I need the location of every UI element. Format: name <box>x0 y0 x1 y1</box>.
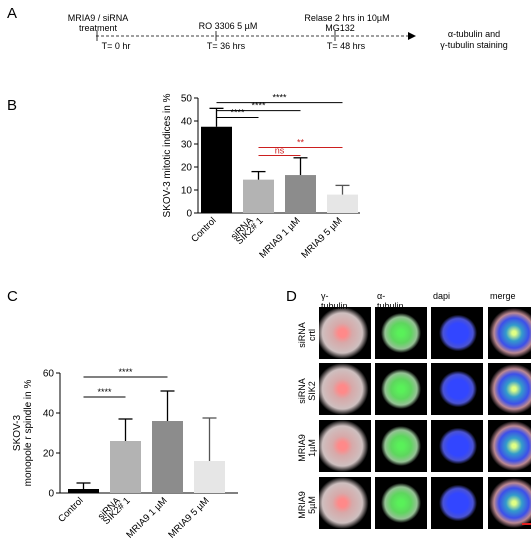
y-axis-title: SKOV-3 <box>12 415 23 452</box>
alpha-tubulin-image <box>375 477 427 529</box>
timeline-event-3-time: T= 48 hrs <box>327 41 366 51</box>
micrograph-column-header: γ-tubulin <box>321 291 348 311</box>
bar <box>243 179 274 213</box>
micrograph-row-label: MRIA9 1µM <box>297 434 317 462</box>
timeline-end-label-1: α-tubulin and <box>448 29 500 39</box>
merge-image <box>488 477 531 529</box>
y-axis-title: SKOV-3 mitotic indices in % <box>162 93 173 217</box>
bar <box>201 126 232 213</box>
y-tick-label: 40 <box>181 117 193 128</box>
micrograph-row-label: siRNA crtl <box>297 322 317 348</box>
timeline-event-2-top: RO 3306 5 µM <box>199 21 258 31</box>
y-tick-label: 60 <box>43 369 55 380</box>
micrograph-column-header: α-tubulin <box>377 291 404 311</box>
significance-label: ** <box>297 137 305 147</box>
timeline-arrowhead <box>408 32 416 40</box>
alpha-tubulin-image <box>375 307 427 359</box>
panel-label-c: C <box>7 288 18 305</box>
panel-label-a: A <box>7 5 18 22</box>
x-tick-label: Control <box>189 215 218 244</box>
y-tick-label: 20 <box>181 163 193 174</box>
dapi-image <box>431 307 483 359</box>
y-axis-title: monopole r spindle in % <box>23 380 34 487</box>
bar <box>152 421 183 493</box>
bar <box>285 175 316 213</box>
gamma-tubulin-image <box>319 307 371 359</box>
significance-label: **** <box>97 387 112 397</box>
y-tick-label: 30 <box>181 140 193 151</box>
significance-label: **** <box>230 108 245 118</box>
micrograph-column-header: merge <box>490 291 516 301</box>
y-tick-label: 10 <box>181 186 193 197</box>
timeline-event-3-top: Relase 2 hrs in 10µM <box>304 13 389 23</box>
x-tick-label: MRIA9 5 µM <box>299 215 344 260</box>
y-tick-label: 0 <box>48 489 54 500</box>
y-tick-label: 50 <box>181 94 193 105</box>
x-tick-label: MRIA9 5 µM <box>166 495 211 540</box>
chart-mitotic-indices: 0 10 20 30 40 50 SKOV-3 mitotic indices in % Co… <box>162 93 360 261</box>
timeline-event-2-time: T= 36 hrs <box>207 41 246 51</box>
significance-label: ns <box>275 146 285 156</box>
y-tick-label: 20 <box>43 449 55 460</box>
timeline-event-1-time: T= 0 hr <box>102 41 131 51</box>
dapi-image <box>431 477 483 529</box>
timeline-panel: MRIA9 / siRNA treatment T= 0 hr RO 3306 … <box>68 13 508 51</box>
timeline-event-1-top: MRIA9 / siRNA <box>68 13 129 23</box>
merge-image <box>488 420 531 472</box>
timeline-event-3-top2: MG132 <box>325 23 355 33</box>
merge-image <box>488 363 531 415</box>
y-tick-label: 40 <box>43 409 55 420</box>
bar <box>327 194 358 213</box>
merge-image <box>488 307 531 359</box>
bar <box>110 441 141 493</box>
alpha-tubulin-image <box>375 363 427 415</box>
y-tick-label: 0 <box>186 209 192 220</box>
gamma-tubulin-image <box>319 477 371 529</box>
bar <box>194 461 225 493</box>
significance-label: **** <box>251 101 266 111</box>
chart-monopolar-spindle: 0 20 40 60 SKOV-3 monopole r spindle in % Cont… <box>12 367 238 541</box>
timeline-event-1-top2: treatment <box>79 23 118 33</box>
gamma-tubulin-image <box>319 420 371 472</box>
dapi-image <box>431 363 483 415</box>
panel-label-b: B <box>7 97 18 114</box>
significance-label: **** <box>118 367 133 377</box>
significance-label: **** <box>272 93 287 103</box>
micrograph-column-header: dapi <box>433 291 451 301</box>
x-tick-label: Control <box>56 495 85 524</box>
dapi-image <box>431 420 483 472</box>
micrograph-row-label: MRIA9 5µM <box>297 491 317 519</box>
scale-bar <box>522 523 531 525</box>
timeline-end-label-2: γ-tubulin staining <box>440 40 508 50</box>
panel-label-d: D <box>286 288 297 305</box>
bar <box>68 489 99 493</box>
gamma-tubulin-image <box>319 363 371 415</box>
micrograph-row-label: siRNA SIK2 <box>297 378 317 404</box>
alpha-tubulin-image <box>375 420 427 472</box>
